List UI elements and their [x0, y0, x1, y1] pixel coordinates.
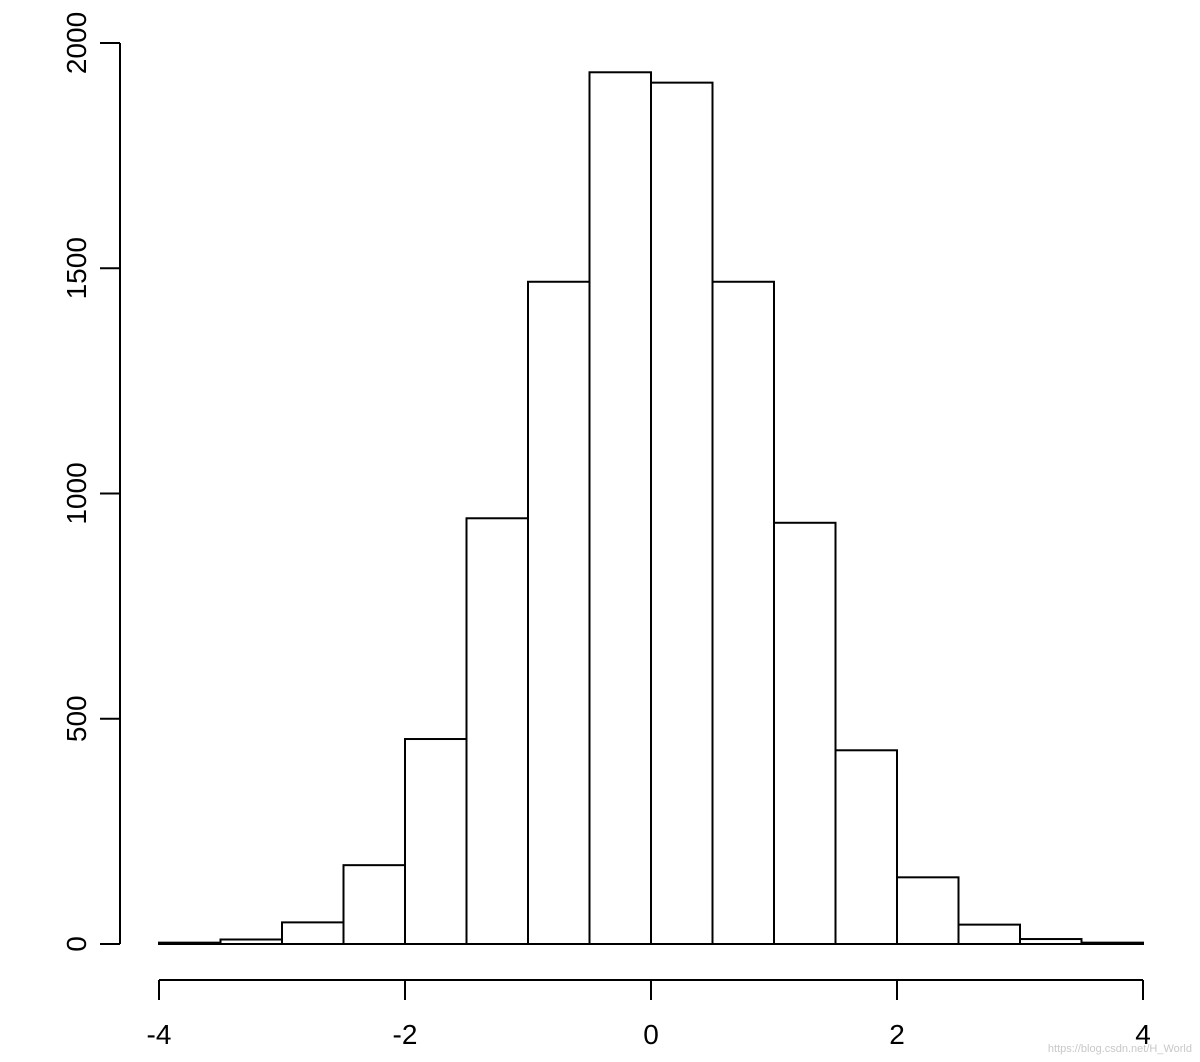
- y-tick-label: 2000: [61, 12, 92, 74]
- watermark-text: https://blog.csdn.net/H_World: [1048, 1043, 1192, 1055]
- histogram-bar: [158, 941, 222, 945]
- histogram-bar: [896, 876, 960, 945]
- histogram-bar: [342, 864, 406, 945]
- histogram-bar: [465, 517, 529, 946]
- histogram-bar: [834, 749, 898, 945]
- x-tick-label: 4: [1135, 1019, 1151, 1050]
- x-tick-label: -4: [147, 1019, 172, 1050]
- x-tick-label: 0: [643, 1019, 659, 1050]
- histogram-bar: [957, 923, 1021, 945]
- y-tick-label: 1000: [61, 462, 92, 524]
- histogram-bars: [158, 71, 1144, 946]
- x-tick-label: 2: [889, 1019, 905, 1050]
- histogram-bar: [1080, 941, 1144, 945]
- y-axis: 0 500 1000 1500 2000: [61, 12, 121, 952]
- y-tick-label: 0: [61, 936, 92, 952]
- histogram-bar: [650, 81, 714, 946]
- histogram-bar: [527, 280, 591, 945]
- histogram-bar: [773, 521, 837, 945]
- histogram-bar: [711, 280, 775, 945]
- histogram-bar: [404, 738, 468, 946]
- histogram-bar: [219, 938, 283, 945]
- y-tick-label: 1500: [61, 237, 92, 299]
- histogram-bar: [588, 71, 652, 946]
- histogram-bar: [281, 921, 345, 945]
- x-axis: -4 -2 0 2 4: [147, 979, 1151, 1050]
- histogram-bar: [1019, 938, 1083, 945]
- x-tick-label: -2: [393, 1019, 418, 1050]
- y-tick-label: 500: [61, 695, 92, 742]
